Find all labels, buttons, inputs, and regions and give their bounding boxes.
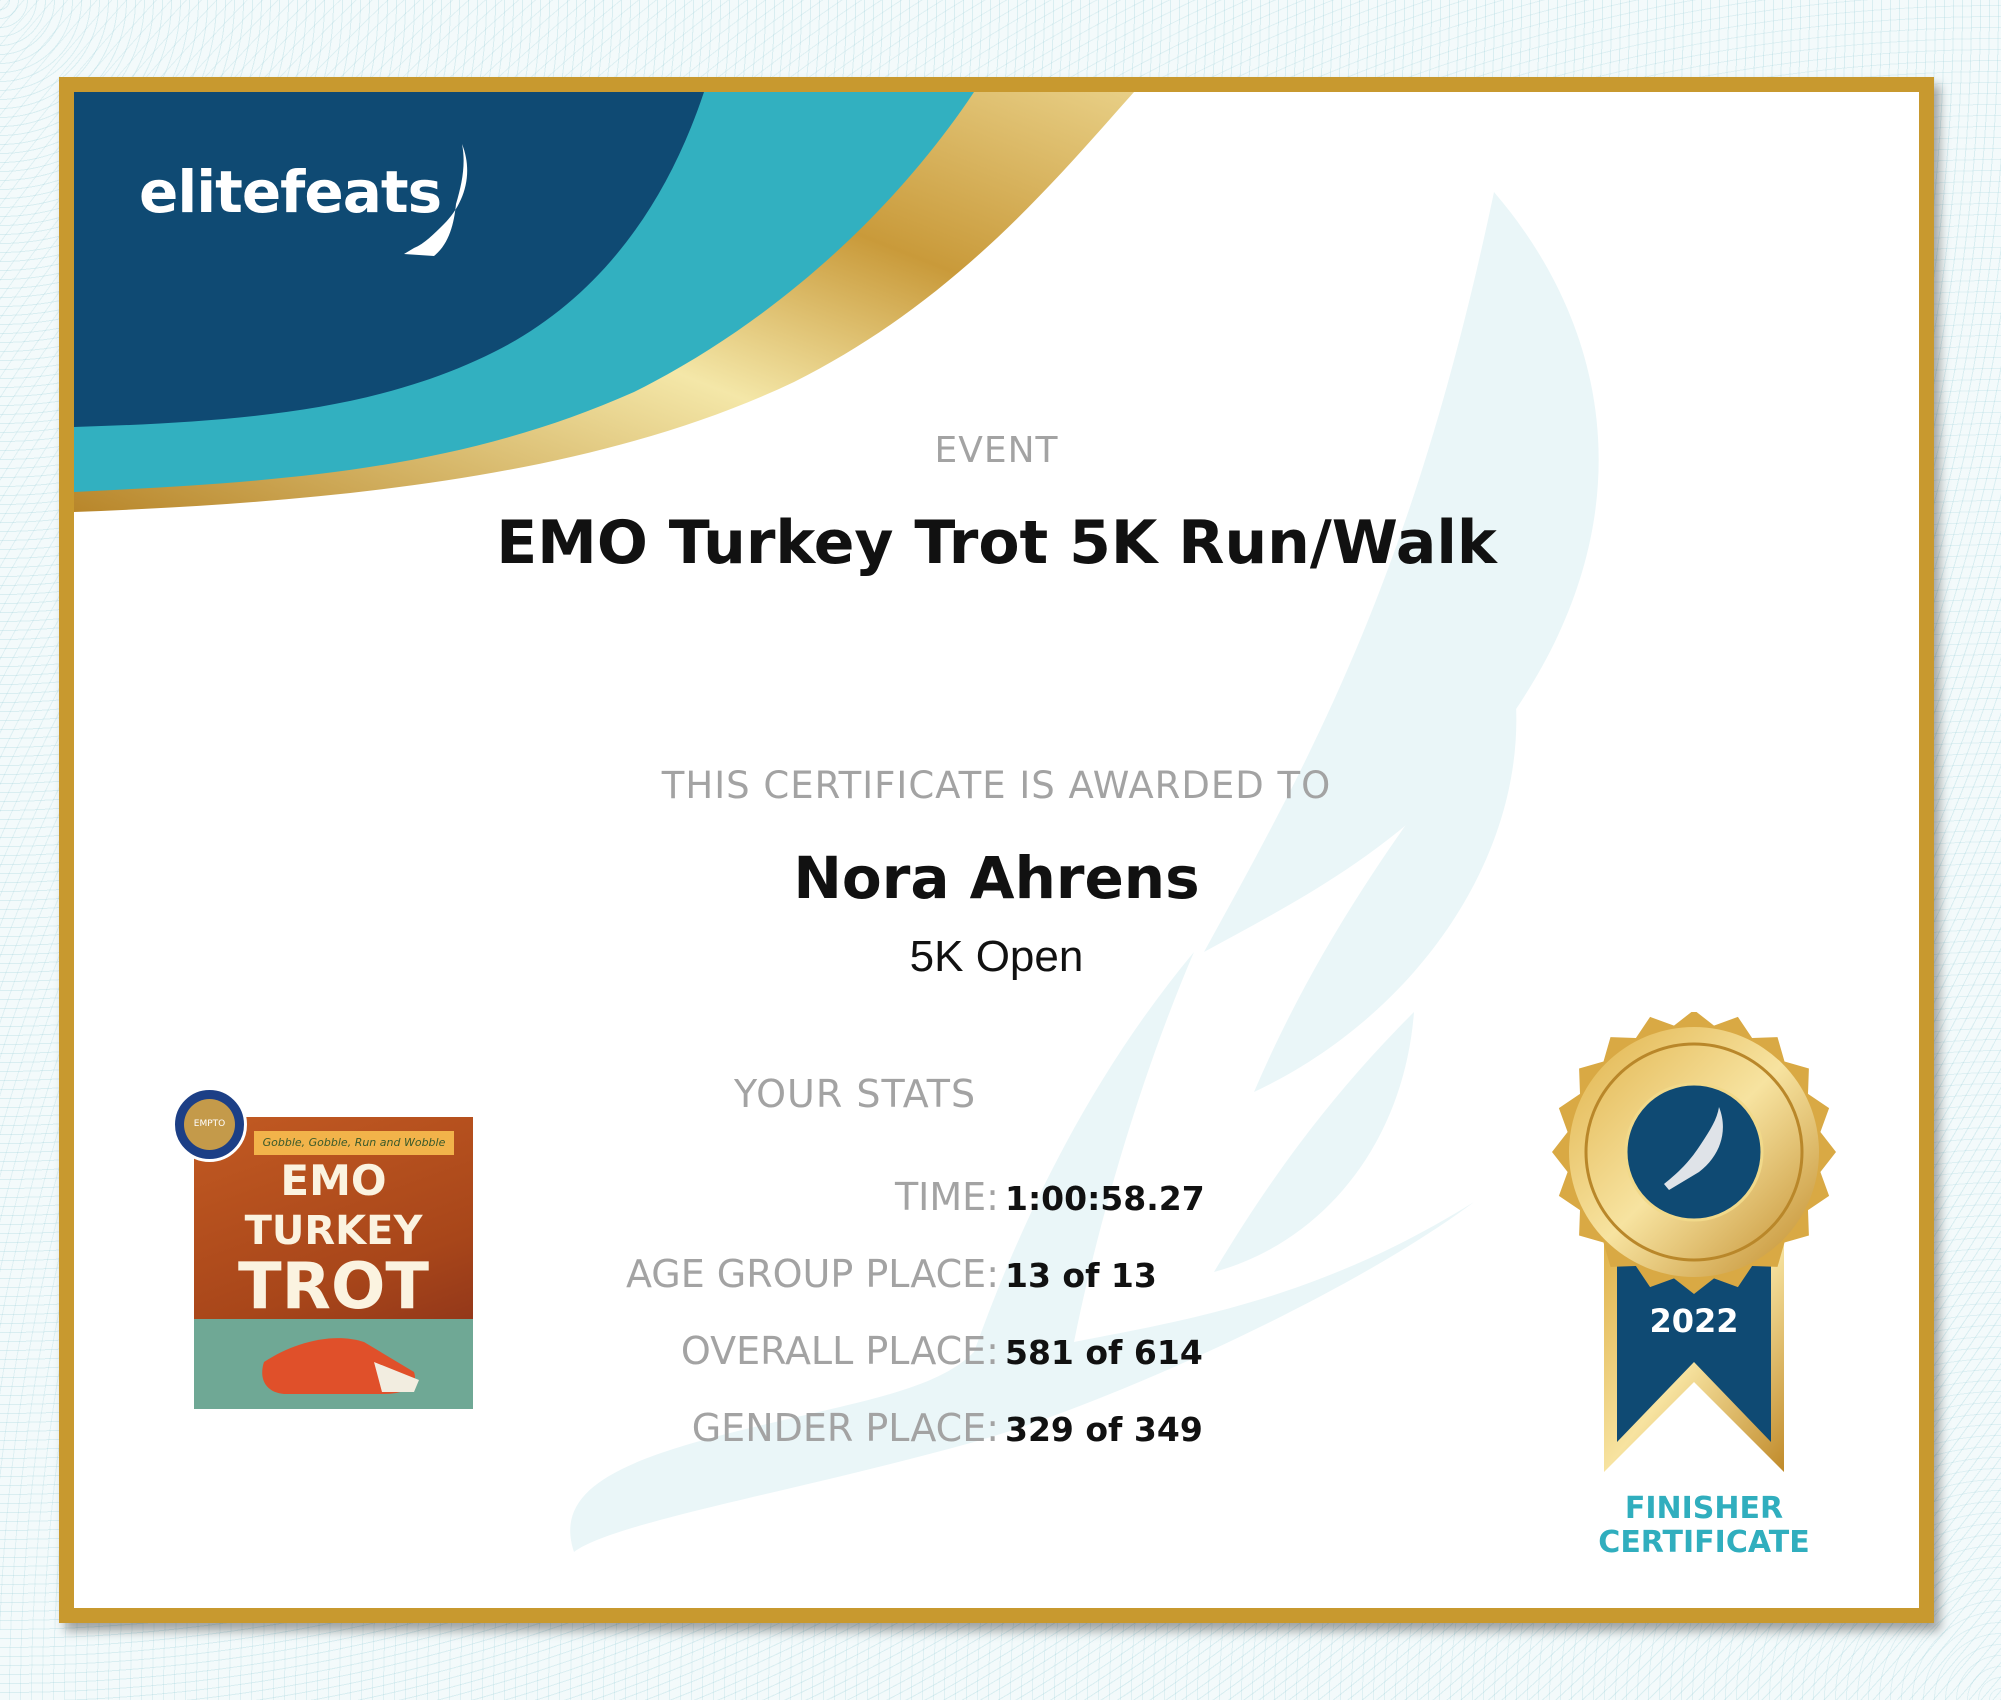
stat-value: 1:00:58.27 <box>1005 1179 1205 1218</box>
header-swoosh <box>74 92 1134 512</box>
seal-text: EMPTO <box>184 1099 235 1150</box>
stat-row-overall-place: OVERALL PLACE: 581 of 614 <box>74 1329 1914 1379</box>
stat-row-gender-place: GENDER PLACE: 329 of 349 <box>74 1406 1914 1456</box>
elitefeats-logo: elitefeats <box>139 158 442 226</box>
event-label: EVENT <box>934 430 1059 471</box>
recipient-name: Nora Ahrens <box>793 844 1200 912</box>
certificate-frame: elitefeats EVENT EMO Turkey Trot 5K Run/… <box>59 77 1934 1623</box>
awarded-to-label: THIS CERTIFICATE IS AWARDED TO <box>661 764 1332 807</box>
stat-label: OVERALL PLACE: <box>680 1329 999 1373</box>
finisher-caption: FINISHER <box>1624 1491 1784 1526</box>
event-logo-line: TURKEY <box>244 1208 423 1254</box>
event-name: EMO Turkey Trot 5K Run/Walk <box>496 508 1497 578</box>
event-logo-line: EMO <box>280 1156 387 1205</box>
certificate-caption: CERTIFICATE <box>1598 1525 1810 1560</box>
watermark-winged-shoe-icon <box>570 192 1599 1552</box>
medal-year: 2022 <box>1649 1302 1738 1340</box>
event-logo-banner: Gobble, Gobble, Run and Wobble <box>254 1131 454 1155</box>
division: 5K Open <box>909 932 1084 981</box>
stat-label: GENDER PLACE: <box>691 1406 999 1450</box>
stat-value: 13 of 13 <box>1005 1256 1157 1295</box>
certificate-paper: elitefeats EVENT EMO Turkey Trot 5K Run/… <box>74 92 1919 1608</box>
seal-icon: EMPTO <box>172 1087 247 1162</box>
stat-label: AGE GROUP PLACE: <box>625 1252 999 1296</box>
stat-value: 329 of 349 <box>1005 1410 1203 1449</box>
event-logo-image: Gobble, Gobble, Run and Wobble EMO TURKE… <box>194 1117 473 1409</box>
stat-label: TIME: <box>894 1175 999 1219</box>
your-stats-heading: YOUR STATS <box>734 1072 977 1116</box>
event-logo-line: TROT <box>238 1250 429 1324</box>
stat-value: 581 of 614 <box>1005 1333 1203 1372</box>
stat-row-age-group-place: AGE GROUP PLACE: 13 of 13 <box>74 1252 1914 1302</box>
finisher-medal: 2022 <box>1552 1012 1836 1472</box>
winged-shoe-icon <box>404 144 468 256</box>
stat-row-time: TIME: 1:00:58.27 <box>74 1175 1914 1225</box>
sneaker-icon <box>262 1338 419 1394</box>
